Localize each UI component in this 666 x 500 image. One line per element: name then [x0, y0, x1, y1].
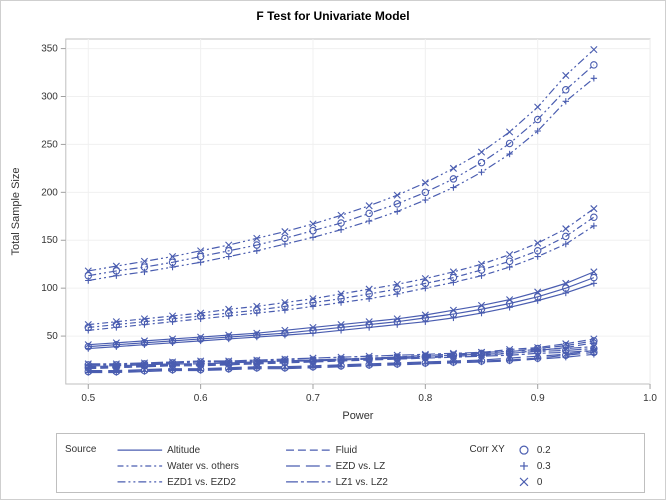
legend-svg: Source Altitude Fluid Water vs. others EZD v…	[63, 438, 638, 490]
svg-text:0.5: 0.5	[81, 393, 95, 404]
svg-text:0.8: 0.8	[418, 393, 432, 404]
svg-text:0.7: 0.7	[306, 393, 320, 404]
svg-text:Water vs. others: Water vs. others	[167, 461, 239, 472]
svg-text:Fluid: Fluid	[336, 445, 357, 456]
svg-text:150: 150	[41, 235, 58, 246]
chart-title: F Test for Univariate Model	[1, 9, 665, 23]
svg-text:0.3: 0.3	[537, 461, 551, 472]
svg-text:Source: Source	[65, 444, 97, 455]
svg-text:250: 250	[41, 139, 58, 150]
svg-text:350: 350	[41, 44, 58, 55]
legend: Source Altitude Fluid Water vs. others EZD v…	[56, 433, 645, 493]
svg-text:1.0: 1.0	[643, 393, 657, 404]
svg-text:Total Sample Size: Total Sample Size	[10, 168, 22, 256]
svg-text:LZ1 vs. LZ2: LZ1 vs. LZ2	[336, 477, 389, 488]
svg-text:0: 0	[537, 477, 543, 488]
svg-text:200: 200	[41, 187, 58, 198]
svg-text:EZD vs. LZ: EZD vs. LZ	[336, 461, 386, 472]
svg-text:Corr XY: Corr XY	[469, 444, 505, 455]
svg-text:50: 50	[47, 331, 59, 342]
plot-area: 0.5 0.6 0.7 0.8 0.9 1.0 50 100 150 200 250 300 350 Po…	[1, 29, 665, 429]
svg-text:0.9: 0.9	[531, 393, 545, 404]
svg-text:300: 300	[41, 91, 58, 102]
svg-text:100: 100	[41, 283, 58, 294]
svg-text:0.2: 0.2	[537, 445, 551, 456]
svg-text:Altitude: Altitude	[167, 445, 201, 456]
svg-text:EZD1 vs. EZD2: EZD1 vs. EZD2	[167, 477, 236, 488]
svg-text:0.6: 0.6	[194, 393, 208, 404]
svg-text:Power: Power	[342, 410, 373, 422]
plot-svg: 0.5 0.6 0.7 0.8 0.9 1.0 50 100 150 200 250 300 350 Po…	[1, 29, 665, 429]
